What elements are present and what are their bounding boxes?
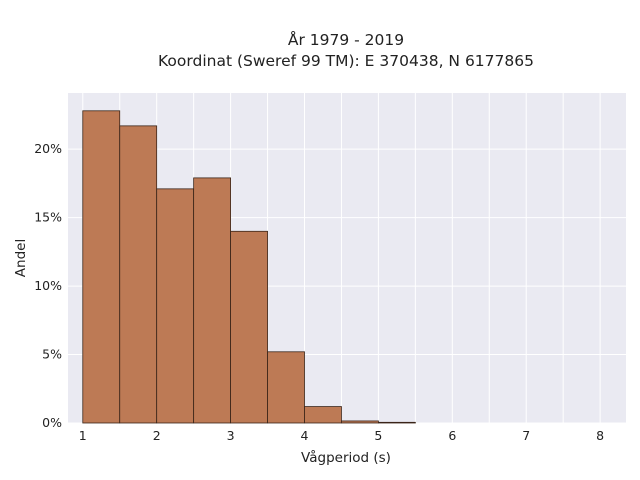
y-tick-label: 10% [34, 278, 62, 293]
y-tick-label: 15% [34, 210, 62, 225]
x-tick-label: 8 [596, 428, 604, 443]
y-axis-ticks: 0% 5% 10% 15% 20% [34, 141, 62, 430]
histogram-bars [82, 110, 416, 424]
x-axis-ticks: 1 2 3 4 5 6 7 8 [79, 428, 604, 443]
bar-2 [156, 188, 195, 424]
x-tick-label: 7 [522, 428, 530, 443]
bar-4 [230, 230, 268, 424]
bar-8 [378, 421, 416, 424]
bar-5 [267, 351, 305, 424]
x-tick-label: 1 [79, 428, 87, 443]
chart-title-line-1: År 1979 - 2019 [288, 30, 404, 49]
x-tick-label: 5 [374, 428, 382, 443]
bar-0 [82, 110, 121, 424]
x-tick-label: 6 [448, 428, 456, 443]
x-axis-label: Vågperiod (s) [301, 449, 391, 466]
y-tick-label: 5% [42, 347, 62, 362]
bar-3 [193, 177, 231, 424]
x-tick-label: 3 [227, 428, 235, 443]
y-axis-label: Andel [13, 239, 29, 277]
x-tick-label: 2 [153, 428, 161, 443]
chart-title-line-2: Koordinat (Sweref 99 TM): E 370438, N 61… [158, 52, 534, 70]
y-tick-label: 0% [42, 415, 62, 430]
x-tick-label: 4 [301, 428, 309, 443]
bar-7 [341, 420, 379, 424]
y-tick-label: 20% [34, 141, 62, 156]
bar-1 [119, 125, 158, 424]
bar-6 [304, 406, 342, 424]
